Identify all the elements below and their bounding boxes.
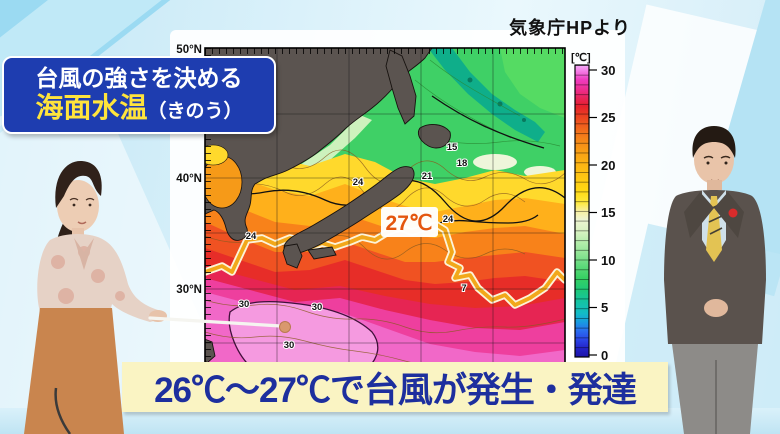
bohai-sea xyxy=(205,144,229,166)
mouth xyxy=(77,221,87,225)
contour-label-24: 24 xyxy=(246,231,257,242)
lat-label-40n: 40°N xyxy=(176,173,202,185)
face xyxy=(694,136,734,184)
cable xyxy=(54,387,72,434)
sea-temperature-bands xyxy=(205,48,565,370)
lat-label-30n: 30°N xyxy=(176,284,202,296)
title-main: 海面水温 xyxy=(35,91,148,123)
colorbar-tick-25: 25 xyxy=(601,110,615,125)
caption-text: 26℃～27℃で台風が発生・発達 xyxy=(154,370,637,410)
land-taiwan xyxy=(205,338,216,364)
presenter-man xyxy=(664,126,766,434)
contour-value-labels: 15 18 21 24 24 24 7 30 30 30 xyxy=(238,141,469,352)
colorbar-tick-0: 0 xyxy=(601,348,608,363)
studio-floor xyxy=(0,408,780,434)
skirt xyxy=(24,308,124,434)
neck xyxy=(72,228,84,238)
neck xyxy=(707,180,722,190)
temperature-callout: 27℃ xyxy=(381,207,438,237)
hair xyxy=(692,126,736,158)
contour-label-21: 21 xyxy=(422,171,433,182)
title-box: 台風の強さを決める 海面水温 （きのう） xyxy=(2,56,276,134)
contour-label-30: 30 xyxy=(284,340,295,351)
title-line1: 台風の強さを決める xyxy=(35,65,243,92)
face xyxy=(57,180,99,232)
contour-label-24: 24 xyxy=(353,177,364,188)
pointer-stick xyxy=(148,316,291,333)
contour-30-pool xyxy=(228,300,379,369)
presenter-woman xyxy=(24,160,167,434)
neck-bow xyxy=(74,238,94,270)
colorbar-tick-5: 5 xyxy=(601,300,608,315)
lat-label-50n: 50°N xyxy=(176,44,202,56)
contour-label-27: 7 xyxy=(461,283,466,294)
contour-label-15: 15 xyxy=(447,142,458,153)
lapels xyxy=(684,192,744,238)
colorbar: [℃] 30 25 20 15 10 5 0 xyxy=(571,52,615,363)
contour-label-30: 30 xyxy=(312,302,323,313)
colorbar-tick-20: 20 xyxy=(601,158,615,173)
hair xyxy=(55,160,102,208)
land-sakhalin xyxy=(385,49,417,125)
contour-label-18: 18 xyxy=(457,158,468,169)
land-hokkaido xyxy=(418,124,451,149)
land-shikoku xyxy=(307,246,337,260)
title-line2: 海面水温 （きのう） xyxy=(35,91,243,124)
sea-surface-temperature-map: 50°N 40°N 30°N 15 18 21 24 24 24 7 30 30… xyxy=(176,44,615,371)
colorbar-unit: [℃] xyxy=(571,52,591,64)
caption-banner: 26℃～27℃で台風が発生・発達 xyxy=(122,362,668,412)
temperature-callout-label: 27℃ xyxy=(386,212,433,235)
land-kyushu xyxy=(282,243,303,269)
eyebrows xyxy=(703,155,731,159)
latitude-labels: 50°N 40°N 30°N xyxy=(176,44,202,296)
hands xyxy=(704,299,728,317)
pointer-tip xyxy=(279,321,291,333)
title-sub: （きのう） xyxy=(147,100,243,122)
colorbar-tick-labels: 30 25 20 15 10 5 0 xyxy=(601,63,615,363)
source-credit: 気象庁HPより xyxy=(509,18,631,38)
contour-label-24: 24 xyxy=(443,214,454,225)
eyebrows xyxy=(69,197,95,201)
colorbar-tick-30: 30 xyxy=(601,63,615,78)
colorbar-tick-10: 10 xyxy=(601,253,615,268)
lapel-pin xyxy=(728,208,738,218)
colorbar-major-ticks xyxy=(589,69,597,356)
colorbar-tick-15: 15 xyxy=(601,205,615,220)
contour-label-30: 30 xyxy=(239,299,250,310)
